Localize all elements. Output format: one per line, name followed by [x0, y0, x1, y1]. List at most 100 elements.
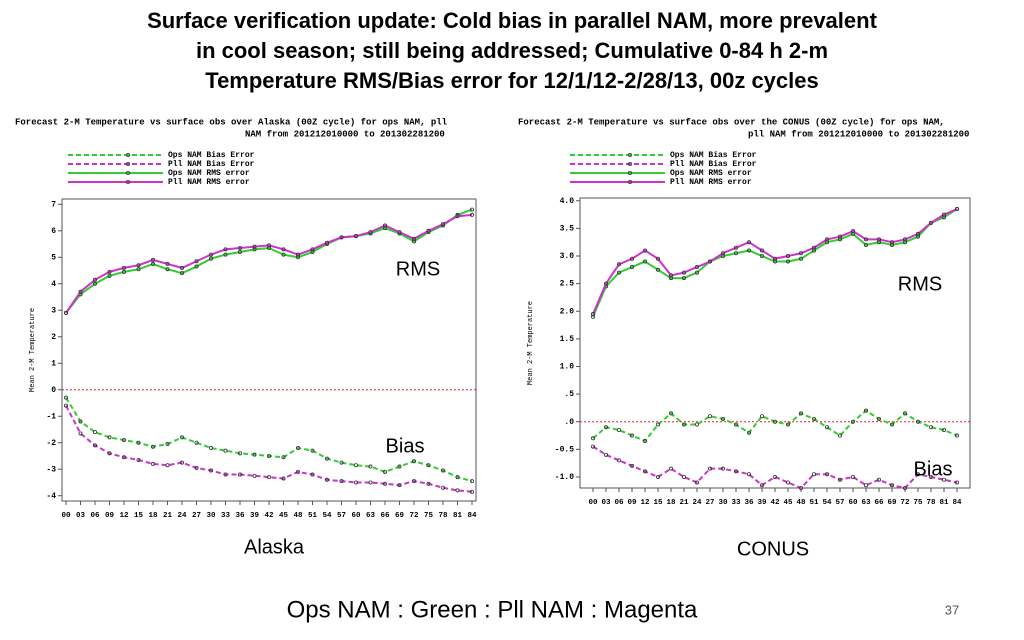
point: [656, 422, 661, 427]
x-tick-label: 27: [192, 512, 201, 520]
point: [281, 247, 286, 252]
legend-marker: [628, 170, 633, 175]
x-tick-label: 15: [653, 499, 663, 507]
x-tick-label: 03: [601, 499, 611, 507]
y-tick-label: -4: [46, 492, 56, 501]
point: [864, 483, 869, 488]
point: [604, 281, 609, 286]
point: [747, 240, 752, 245]
point: [955, 480, 960, 485]
legend-marker: [628, 152, 633, 157]
y-tick-label: 5: [51, 253, 56, 262]
point: [942, 212, 947, 217]
point: [773, 256, 778, 261]
chart-title: NAM from 201212010000 to 201302281200: [245, 129, 445, 139]
x-tick-label: 12: [119, 512, 129, 520]
point: [107, 451, 112, 456]
point: [122, 455, 127, 460]
point: [339, 460, 344, 465]
point: [799, 251, 804, 256]
point: [136, 440, 141, 445]
point: [208, 446, 213, 451]
point: [773, 474, 778, 479]
point: [708, 466, 713, 471]
page-number: 37: [945, 602, 959, 617]
point: [630, 265, 635, 270]
x-tick-label: 75: [913, 499, 923, 507]
point: [397, 483, 402, 488]
x-tick-label: 48: [293, 512, 303, 520]
y-tick-label: 0: [51, 386, 56, 395]
point: [397, 464, 402, 469]
y-tick-label: -1: [46, 412, 56, 421]
point: [266, 243, 271, 248]
series-line: [592, 208, 958, 315]
point: [643, 439, 648, 444]
point: [237, 246, 242, 251]
x-tick-label: 33: [221, 512, 231, 520]
point: [877, 477, 882, 482]
point: [591, 444, 596, 449]
x-tick-label: 03: [76, 512, 86, 520]
point: [107, 269, 112, 274]
x-tick-label: 45: [279, 512, 289, 520]
x-tick-label: 06: [614, 499, 624, 507]
point: [617, 458, 622, 463]
x-tick-label: 78: [926, 499, 936, 507]
point: [916, 234, 921, 239]
point: [194, 465, 199, 470]
point: [864, 242, 869, 247]
series-line: [592, 208, 958, 318]
point: [455, 488, 460, 493]
x-tick-label: 51: [308, 512, 318, 520]
point: [812, 472, 817, 477]
point: [942, 477, 947, 482]
point: [93, 277, 98, 282]
point: [734, 251, 739, 256]
x-tick-label: 66: [380, 512, 390, 520]
point: [643, 259, 648, 264]
x-tick-label: 60: [848, 499, 858, 507]
x-tick-label: 57: [835, 499, 844, 507]
chart-title: Forecast 2-M Temperature vs surface obs …: [15, 117, 448, 127]
point: [747, 430, 752, 435]
point: [825, 472, 830, 477]
point: [107, 273, 112, 278]
point: [266, 475, 271, 480]
y-tick-label: 1.5: [560, 335, 575, 344]
point: [324, 240, 329, 245]
legend-marker: [126, 170, 131, 175]
point: [368, 230, 373, 235]
y-tick-label: 3.5: [560, 224, 575, 233]
x-tick-label: 57: [337, 512, 346, 520]
chart-caption: CONUS: [737, 538, 809, 560]
x-tick-label: 63: [861, 499, 871, 507]
point: [721, 466, 726, 471]
point: [955, 433, 960, 438]
x-tick-label: 00: [61, 512, 71, 520]
x-tick-label: 54: [822, 499, 832, 507]
point: [150, 444, 155, 449]
slide-title: in cool season; still being addressed; C…: [196, 38, 828, 63]
point: [825, 237, 830, 242]
point: [122, 269, 127, 274]
point: [136, 457, 141, 462]
point: [122, 265, 127, 270]
annotation: Bias: [914, 458, 953, 480]
point: [890, 422, 895, 427]
point: [223, 252, 228, 257]
point: [93, 281, 98, 286]
point: [179, 271, 184, 276]
point: [411, 236, 416, 241]
series-line: [65, 397, 473, 483]
point: [382, 481, 387, 486]
x-tick-label: 42: [264, 512, 274, 520]
point: [64, 310, 69, 315]
point: [469, 207, 474, 212]
point: [838, 234, 843, 239]
point: [440, 485, 445, 490]
point: [266, 246, 271, 251]
series-line: [65, 405, 473, 493]
y-tick-label: -1.0: [555, 473, 574, 482]
